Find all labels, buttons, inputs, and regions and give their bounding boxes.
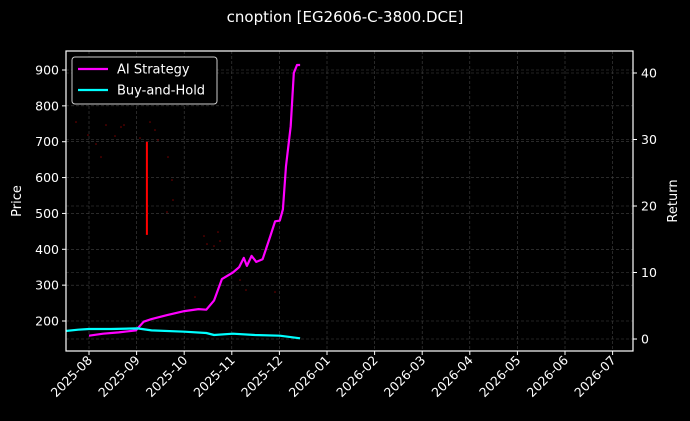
svg-text:AI Strategy: AI Strategy <box>117 63 190 78</box>
series-lines <box>65 63 301 340</box>
svg-text:300: 300 <box>35 278 59 293</box>
svg-text:10: 10 <box>641 265 657 280</box>
svg-text:40: 40 <box>641 66 657 81</box>
svg-text:900: 900 <box>35 63 59 78</box>
plot-frame <box>65 50 634 352</box>
svg-text:2025-12: 2025-12 <box>238 353 286 401</box>
svg-text:500: 500 <box>35 206 59 221</box>
svg-text:800: 800 <box>35 98 59 113</box>
svg-text:2026-04: 2026-04 <box>428 352 476 400</box>
price-scatter <box>75 121 276 298</box>
svg-text:2025-10: 2025-10 <box>143 352 191 400</box>
right-y-axis: 0 10 20 30 40 <box>633 66 657 347</box>
svg-text:0: 0 <box>641 332 649 347</box>
svg-text:2025-11: 2025-11 <box>190 353 238 401</box>
svg-text:200: 200 <box>35 314 59 329</box>
svg-text:2026-01: 2026-01 <box>286 353 334 401</box>
svg-text:600: 600 <box>35 170 59 185</box>
svg-text:2025-09: 2025-09 <box>95 352 143 400</box>
svg-text:Buy-and-Hold: Buy-and-Hold <box>117 84 205 99</box>
y-axis-label-right: Return <box>666 179 681 222</box>
chart-title: cnoption [EG2606-C-3800.DCE] <box>226 8 464 26</box>
svg-text:30: 30 <box>641 132 657 147</box>
svg-text:400: 400 <box>35 242 59 257</box>
y-axis-label-left: Price <box>10 185 25 217</box>
svg-text:2026-02: 2026-02 <box>333 353 381 401</box>
grid-lines <box>66 51 633 351</box>
svg-text:2026-05: 2026-05 <box>476 353 524 401</box>
svg-text:2026-07: 2026-07 <box>571 353 619 401</box>
svg-text:2026-03: 2026-03 <box>381 353 429 401</box>
legend: AI Strategy Buy-and-Hold <box>71 56 218 105</box>
svg-text:700: 700 <box>35 134 59 149</box>
svg-text:2025-08: 2025-08 <box>48 352 96 400</box>
svg-text:2026-06: 2026-06 <box>524 352 572 400</box>
x-axis: 2025-08 2025-09 2025-10 2025-11 2025-12 2026-… <box>48 351 619 400</box>
left-y-axis: 200 300 400 500 600 700 800 900 <box>35 63 66 329</box>
svg-text:20: 20 <box>641 199 657 214</box>
